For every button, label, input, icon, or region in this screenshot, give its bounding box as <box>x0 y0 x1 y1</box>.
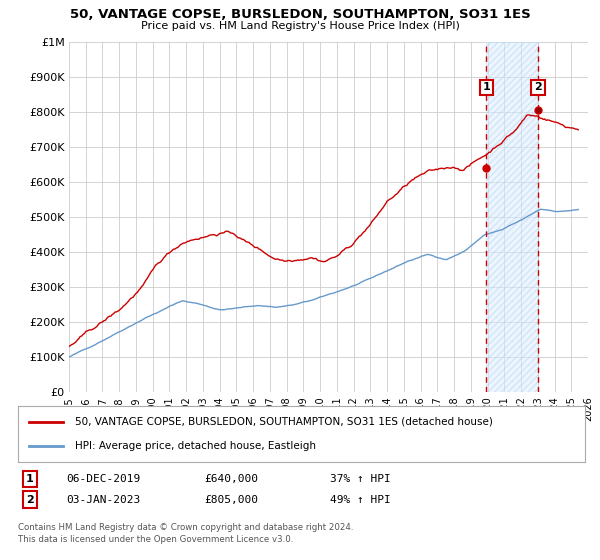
Text: 06-DEC-2019: 06-DEC-2019 <box>66 474 140 484</box>
Text: 50, VANTAGE COPSE, BURSLEDON, SOUTHAMPTON, SO31 1ES: 50, VANTAGE COPSE, BURSLEDON, SOUTHAMPTO… <box>70 8 530 21</box>
Text: 49% ↑ HPI: 49% ↑ HPI <box>330 494 391 505</box>
Text: This data is licensed under the Open Government Licence v3.0.: This data is licensed under the Open Gov… <box>18 535 293 544</box>
Text: £640,000: £640,000 <box>204 474 258 484</box>
Bar <box>486 42 538 392</box>
Text: 03-JAN-2023: 03-JAN-2023 <box>66 494 140 505</box>
Text: 1: 1 <box>26 474 34 484</box>
Text: 2: 2 <box>26 494 34 505</box>
Text: 50, VANTAGE COPSE, BURSLEDON, SOUTHAMPTON, SO31 1ES (detached house): 50, VANTAGE COPSE, BURSLEDON, SOUTHAMPTO… <box>75 417 493 427</box>
Text: 37% ↑ HPI: 37% ↑ HPI <box>330 474 391 484</box>
Text: HPI: Average price, detached house, Eastleigh: HPI: Average price, detached house, East… <box>75 441 316 451</box>
Text: £805,000: £805,000 <box>204 494 258 505</box>
Text: Price paid vs. HM Land Registry's House Price Index (HPI): Price paid vs. HM Land Registry's House … <box>140 21 460 31</box>
Text: 1: 1 <box>482 82 490 92</box>
Text: 2: 2 <box>534 82 542 92</box>
Bar <box>486 42 538 392</box>
Text: Contains HM Land Registry data © Crown copyright and database right 2024.: Contains HM Land Registry data © Crown c… <box>18 523 353 532</box>
